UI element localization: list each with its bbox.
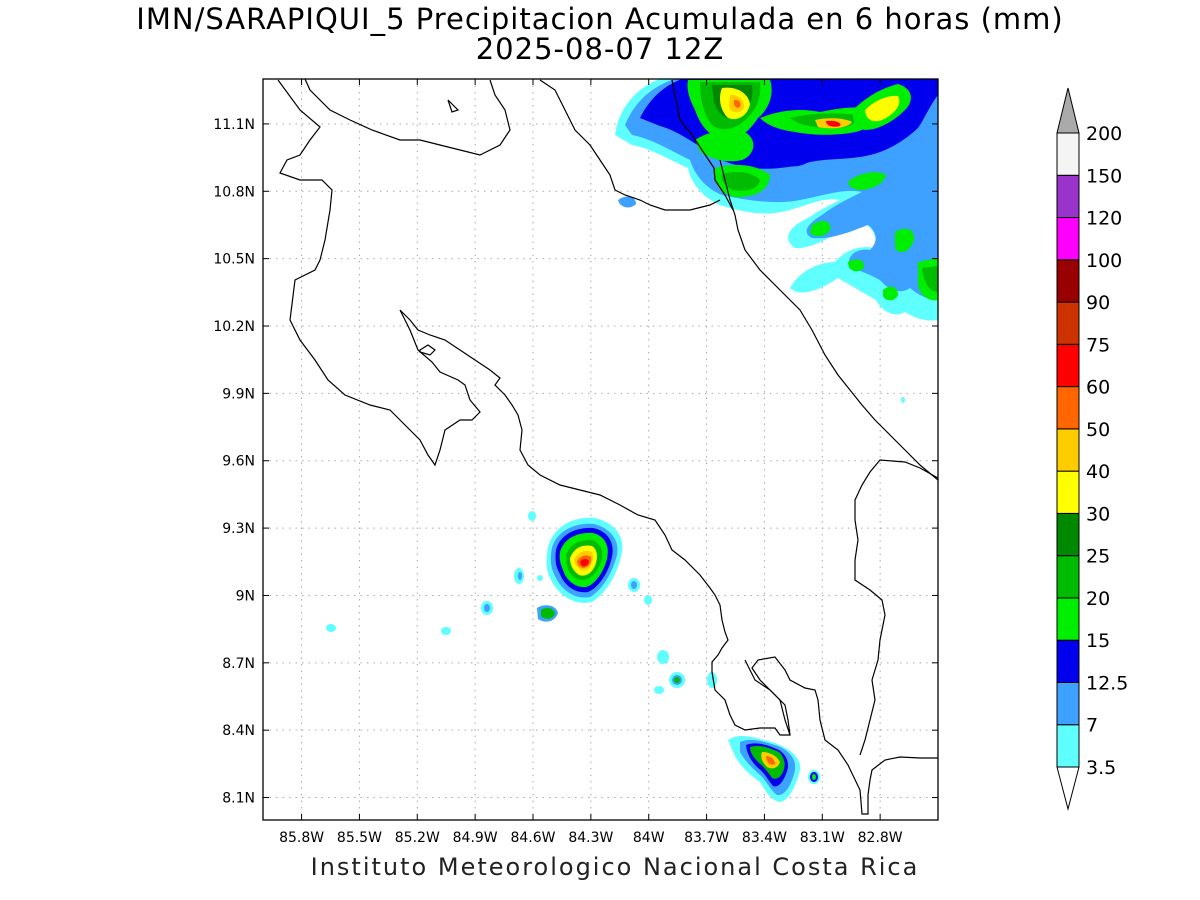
colorbar-bottom-arrow — [1056, 766, 1080, 811]
colorbar-label: 50 — [1086, 419, 1110, 441]
panama-coast — [854, 459, 938, 756]
lake-nicaragua-island — [447, 99, 460, 113]
colorbar-label: 30 — [1086, 503, 1110, 525]
lon-tick-label: 83.1W — [800, 830, 845, 846]
colorbar: 3.5 7 12.5 15 20 25 30 40 50 60 75 90 100 120 150 200 — [1056, 87, 1128, 811]
golfito-coast — [744, 659, 791, 736]
lat-tick-label: 9.3N — [222, 521, 255, 537]
precip-cell-northeast — [615, 79, 938, 321]
colorbar-top-arrow — [1056, 87, 1080, 134]
colorbar-label: 120 — [1086, 208, 1122, 230]
colorbar-label: 200 — [1086, 123, 1122, 145]
colorbar-label: 20 — [1086, 588, 1110, 610]
colorbar-swatch — [1056, 132, 1080, 176]
lat-tick-label: 9N — [236, 588, 255, 604]
colorbar-swatch — [1056, 259, 1080, 303]
colorbar-label: 60 — [1086, 377, 1110, 399]
coastline-layer — [277, 79, 938, 815]
lat-tick-label: 8.1N — [222, 791, 255, 807]
plot-frame — [262, 78, 939, 821]
colorbar-swatch — [1056, 639, 1080, 683]
lon-tick-label: 83.4W — [742, 830, 787, 846]
colorbar-label: 12.5 — [1086, 672, 1128, 694]
lon-tick-label: 84W — [633, 830, 665, 846]
lat-tick-label: 11.1N — [213, 117, 255, 133]
colorbar-label: 150 — [1086, 165, 1122, 187]
precip-cell-central — [326, 511, 652, 635]
gulf-island — [419, 344, 436, 356]
lon-tick-label: 82.8W — [858, 830, 903, 846]
map-axes: 85.8W 85.5W 85.2W 84.9W 84.6W 84.3W 84W 83.7W 83… — [213, 79, 938, 846]
colorbar-label: 15 — [1086, 630, 1110, 652]
colorbar-swatch — [1056, 597, 1080, 641]
north-coast — [304, 79, 511, 156]
colorbar-swatch — [1056, 681, 1080, 726]
colorbar-swatch — [1056, 555, 1080, 599]
lat-tick-label: 10.2N — [213, 319, 255, 335]
lon-tick-label: 85.2W — [395, 830, 440, 846]
colorbar-swatch — [1056, 470, 1080, 514]
colorbar-swatch — [1056, 343, 1080, 388]
lon-tick-label: 84.3W — [568, 830, 613, 846]
colorbar-swatch — [1056, 512, 1080, 557]
lat-tick-label: 8.7N — [222, 656, 255, 672]
lon-tick-label: 85.8W — [279, 830, 324, 846]
nicoya-coast — [539, 79, 721, 211]
lat-tick-label: 9.6N — [222, 454, 255, 470]
footer-credit: Instituto Meteorologico Nacional Costa R… — [310, 853, 920, 881]
colorbar-swatch — [1056, 428, 1080, 472]
colorbar-label: 100 — [1086, 250, 1122, 272]
lon-tick-label: 83.7W — [684, 830, 729, 846]
precip-field — [326, 79, 938, 802]
lat-tick-label: 10.8N — [213, 184, 255, 200]
colorbar-swatch — [1056, 386, 1080, 430]
lon-tick-label: 84.6W — [510, 830, 555, 846]
colorbar-label: 7 — [1086, 715, 1098, 737]
colorbar-swatch — [1056, 217, 1080, 261]
colorbar-label: 40 — [1086, 461, 1110, 483]
map-subtitle: 2025-08-07 12Z — [475, 32, 725, 66]
border-line — [671, 79, 734, 211]
lat-tick-label: 10.5N — [213, 252, 255, 268]
lat-tick-label: 9.9N — [222, 386, 255, 402]
colorbar-swatch — [1056, 301, 1080, 345]
colorbar-label: 75 — [1086, 334, 1110, 356]
map-title: IMN/SARAPIQUI_5 Precipitacion Acumulada … — [136, 2, 1064, 36]
lon-tick-label: 85.5W — [337, 830, 382, 846]
nicaragua-coast — [277, 79, 938, 815]
map-gridlines — [263, 79, 938, 820]
colorbar-label: 90 — [1086, 292, 1110, 314]
colorbar-label: 3.5 — [1086, 757, 1116, 779]
colorbar-label: 25 — [1086, 546, 1110, 568]
lat-tick-label: 8.4N — [222, 723, 255, 739]
precip-cell-south — [654, 397, 905, 802]
lon-tick-label: 84.9W — [453, 830, 498, 846]
caribbean-coast — [719, 159, 938, 481]
colorbar-swatch — [1056, 174, 1080, 219]
colorbar-swatch — [1056, 724, 1080, 768]
